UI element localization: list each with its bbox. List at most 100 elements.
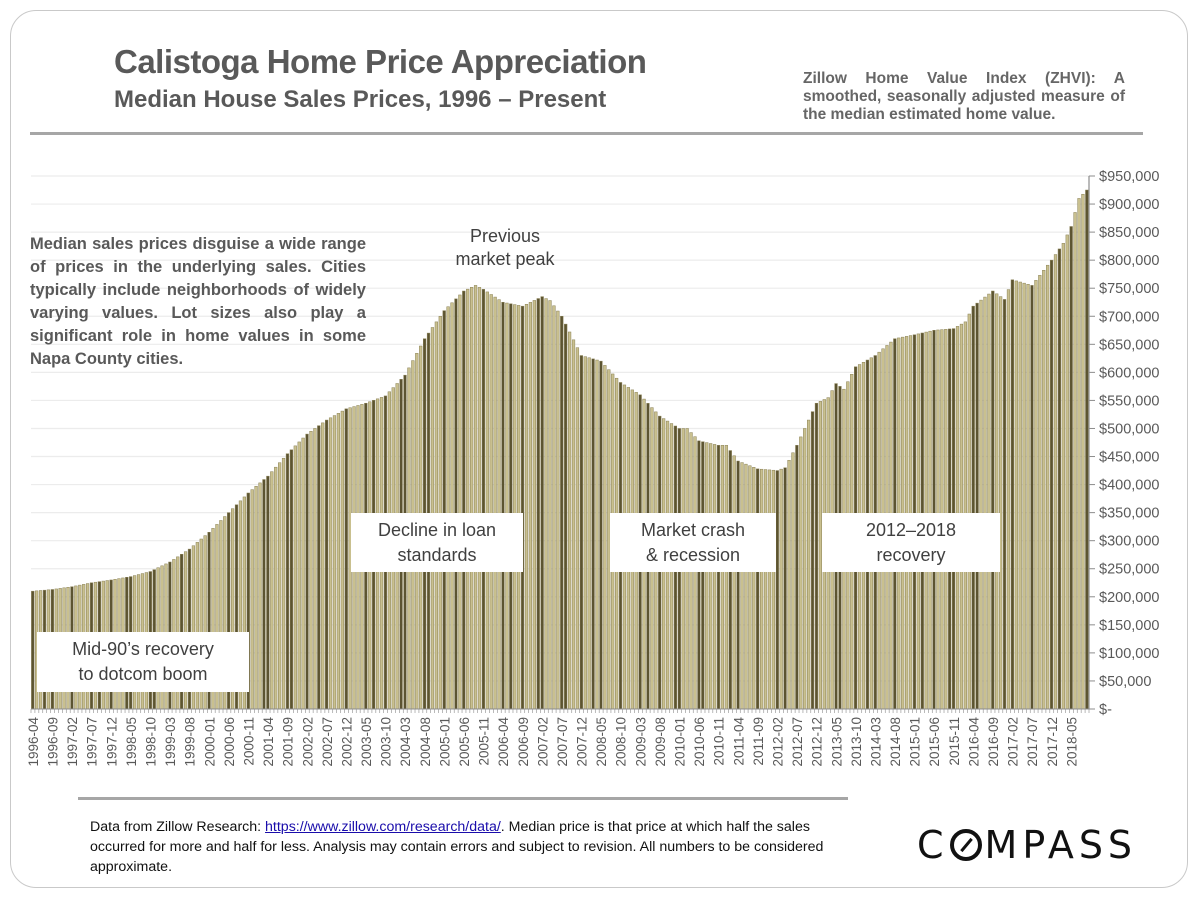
zhvi-definition: Zillow Home Value Index (ZHVI): A smooth… — [803, 70, 1125, 123]
price-bar — [524, 304, 529, 710]
x-tick-label: 2011-09 — [751, 717, 766, 766]
y-tick-label: $950,000 — [1099, 169, 1159, 185]
x-tick-label: 2017-07 — [1025, 717, 1040, 767]
price-bar — [517, 305, 521, 710]
price-bar — [744, 463, 748, 710]
price-bar — [446, 306, 450, 710]
price-bar — [1022, 282, 1026, 710]
zillow-data-link[interactable]: https://www.zillow.com/research/data/ — [265, 819, 501, 835]
price-bar — [1018, 281, 1022, 710]
price-bar — [1081, 193, 1085, 710]
price-bar — [321, 422, 325, 710]
x-tick-label: 2002-02 — [300, 717, 315, 767]
price-bar — [567, 331, 572, 710]
x-tick-label: 2014-03 — [868, 717, 883, 767]
top-divider — [30, 132, 1143, 135]
price-bar — [309, 431, 313, 710]
price-bar — [810, 411, 815, 710]
price-bar — [579, 355, 583, 710]
price-bar — [795, 445, 799, 710]
price-bar — [732, 455, 736, 710]
price-bar — [767, 469, 772, 710]
price-bar — [587, 357, 591, 710]
y-tick-label: $350,000 — [1099, 506, 1159, 522]
price-bar — [771, 469, 775, 710]
price-bar — [1030, 285, 1034, 710]
annotation-line: recovery — [876, 544, 946, 565]
x-tick-label: 2007-12 — [575, 717, 590, 767]
price-bar — [705, 442, 709, 710]
x-tick-label: 1999-03 — [163, 717, 178, 767]
price-bar — [995, 293, 999, 710]
price-bar — [583, 356, 587, 710]
price-bar — [548, 300, 552, 710]
price-bar — [497, 299, 501, 710]
annotation-line: to dotcom boom — [78, 664, 208, 684]
y-tick-label: $100,000 — [1099, 646, 1159, 662]
price-bar — [599, 360, 603, 710]
price-bar — [489, 294, 493, 710]
price-bar — [1002, 299, 1007, 710]
y-tick-label: $850,000 — [1099, 225, 1159, 241]
price-bar — [281, 457, 286, 710]
price-bar — [1065, 234, 1069, 710]
y-tick-label: $500,000 — [1099, 421, 1159, 437]
y-tick-label: $50,000 — [1099, 674, 1151, 690]
x-tick-label: 2010-06 — [692, 717, 707, 767]
price-bar — [779, 468, 783, 710]
annotation-market-crash: Market crash & recession — [610, 513, 776, 572]
price-bar — [442, 310, 446, 710]
price-bar — [513, 304, 517, 710]
source-footnote: Data from Zillow Research: https://www.z… — [90, 817, 855, 877]
x-tick-label: 2001-04 — [261, 717, 276, 767]
x-tick-label: 2000-06 — [222, 717, 237, 767]
x-tick-label: 2005-06 — [457, 717, 472, 767]
price-bar — [544, 298, 548, 710]
annotation-loan-standards: Decline in loan standards — [351, 513, 523, 572]
x-tick-label: 2004-03 — [398, 717, 413, 767]
x-tick-label: 2003-10 — [379, 717, 394, 767]
chart-title: Calistoga Home Price Appreciation — [114, 43, 647, 80]
price-bar — [262, 479, 266, 710]
y-tick-label: $- — [1099, 702, 1112, 718]
x-tick-label: 2004-08 — [418, 717, 433, 767]
price-bar — [1038, 275, 1042, 710]
price-bar — [270, 471, 274, 710]
annotation-line: 2012–2018 — [865, 519, 957, 540]
price-bar — [520, 305, 525, 710]
x-tick-label: 2002-12 — [339, 717, 354, 767]
price-bar — [450, 302, 454, 710]
price-bar — [31, 590, 35, 710]
price-bar — [536, 298, 540, 710]
x-tick-label: 2009-08 — [653, 717, 668, 767]
price-bar — [485, 291, 489, 710]
price-bar — [803, 428, 807, 710]
price-bar — [293, 445, 297, 710]
price-bar — [1069, 226, 1073, 710]
price-bar — [709, 443, 713, 710]
annotation-line: market peak — [455, 249, 555, 269]
price-bar — [571, 339, 576, 710]
y-tick-label: $700,000 — [1099, 309, 1159, 325]
price-bar — [1057, 248, 1062, 710]
price-bar — [1046, 264, 1050, 710]
price-bar — [787, 460, 791, 710]
price-bar — [716, 445, 721, 710]
price-bar — [458, 294, 462, 710]
price-bar — [763, 469, 768, 710]
price-bar — [1010, 279, 1014, 710]
price-bar — [748, 465, 752, 710]
price-bar — [591, 358, 595, 710]
price-bar — [975, 302, 979, 710]
axes — [30, 175, 1095, 713]
annotation-previous-peak: Previous market peak — [420, 225, 590, 271]
price-bar — [258, 482, 262, 710]
y-tick-label: $750,000 — [1099, 281, 1159, 297]
price-bar — [756, 468, 760, 710]
x-tick-label: 2000-01 — [202, 717, 217, 767]
x-tick-label: 2002-07 — [320, 717, 335, 767]
price-bar — [728, 450, 732, 710]
price-bar — [987, 293, 991, 710]
median-disclaimer-note: Median sales prices disguise a wide rang… — [30, 235, 366, 368]
x-tick-label: 2012-07 — [790, 717, 805, 767]
